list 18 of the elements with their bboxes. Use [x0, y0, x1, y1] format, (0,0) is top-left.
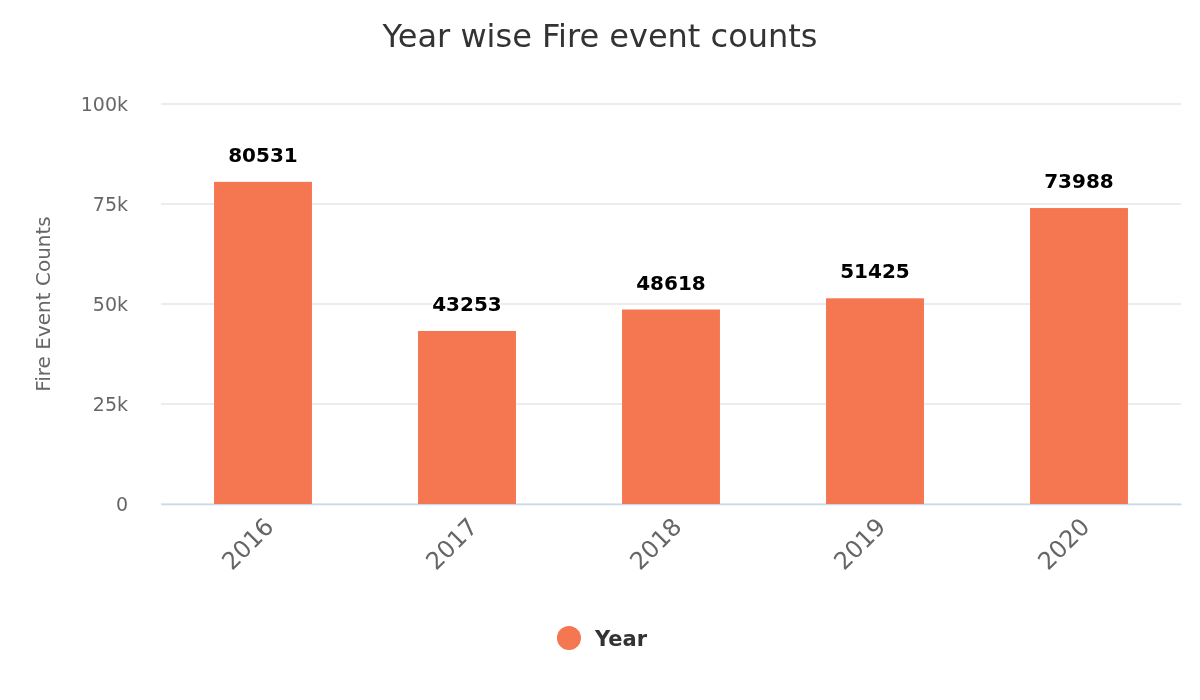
bar [418, 330, 516, 504]
bar [1030, 208, 1128, 504]
data-label: 43253 [432, 291, 502, 316]
data-label: 73988 [1044, 169, 1114, 194]
y-axis-title: Fire Event Counts [31, 216, 55, 392]
y-tick-label: 50k [92, 292, 128, 315]
data-label: 80531 [228, 142, 298, 167]
chart-title: Year wise Fire event counts [381, 17, 818, 55]
data-label: 51425 [840, 259, 910, 284]
y-tick-label: 0 [115, 492, 128, 515]
bar [826, 298, 924, 504]
bar [622, 309, 720, 504]
legend-label: Year [593, 627, 648, 651]
data-label: 48618 [636, 270, 706, 295]
bar [214, 181, 312, 504]
y-tick-label: 25k [92, 392, 128, 415]
y-tick-label: 75k [92, 192, 128, 215]
y-tick-label: 100k [80, 92, 128, 115]
